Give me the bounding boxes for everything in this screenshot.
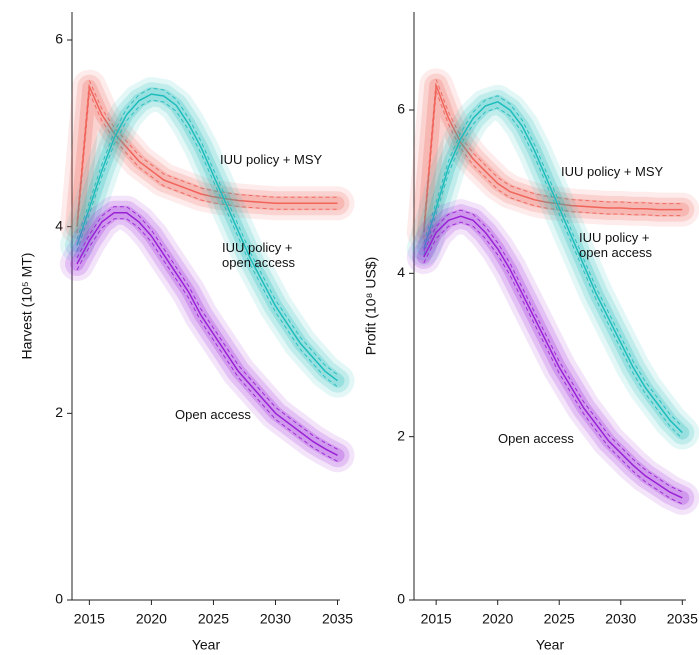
y-axis-label: Profit (10⁸ US$) [363,257,379,356]
y-tick-label: 0 [55,591,63,607]
quantile-line [423,95,683,427]
median-line [423,215,683,499]
x-tick-label: 2015 [421,611,452,627]
median-line [76,93,338,382]
x-tick-label: 2020 [136,611,167,627]
quantile-line [76,80,338,221]
series-label: IUU policy + MSY [220,152,323,167]
x-axis-label: Year [192,637,221,653]
quantile-line [423,221,683,505]
median-line [423,84,683,233]
series-label: Open access [498,431,574,446]
series-label: Open access [175,407,251,422]
quantile-line [423,107,683,439]
x-tick-label: 2030 [605,611,636,627]
quantile-line [76,92,338,233]
median-line [76,211,338,456]
x-tick-label: 2025 [198,611,229,627]
quantile-line [76,99,338,388]
quantile-line [76,206,338,450]
series-label: IUU policy + open access [579,230,652,260]
y-tick-label: 6 [397,101,405,117]
y-tick-label: 6 [55,31,63,47]
quantile-line [423,91,683,239]
x-tick-label: 2035 [667,611,698,627]
x-axis-label: Year [536,637,565,653]
series-label: IUU policy + MSY [561,164,664,179]
series-label: IUU policy + open access [222,240,295,270]
quantile-line [76,87,338,376]
x-tick-label: 2025 [544,611,575,627]
median-line [76,85,338,227]
x-tick-label: 2015 [74,611,105,627]
quantile-line [423,209,683,493]
median-line [423,101,683,434]
y-axis-label: Harvest (10⁵ MT) [19,253,35,360]
y-tick-label: 4 [397,264,405,280]
x-tick-label: 2035 [322,611,353,627]
quantile-line [423,79,683,227]
x-tick-label: 2030 [260,611,291,627]
y-tick-label: 2 [397,427,405,443]
y-tick-label: 4 [55,217,63,233]
y-tick-label: 0 [397,591,405,607]
x-tick-label: 2020 [482,611,513,627]
quantile-line [76,218,338,462]
y-tick-label: 2 [55,404,63,420]
